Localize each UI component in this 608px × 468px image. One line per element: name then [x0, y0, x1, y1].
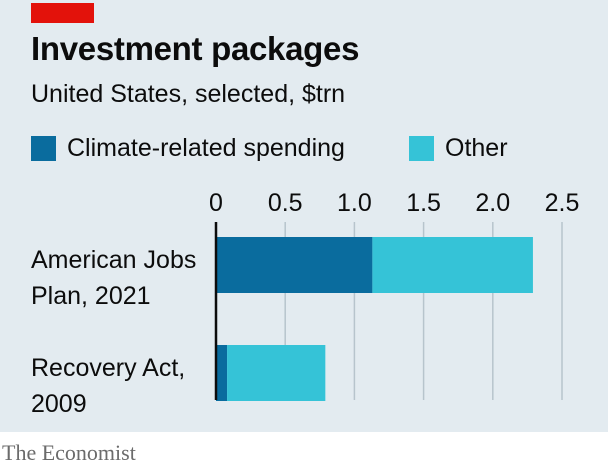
chart-subtitle: United States, selected, $trn — [31, 80, 346, 108]
x-tick-label-1: 0.5 — [268, 189, 303, 217]
bar-1-1 — [227, 345, 326, 401]
legend-swatch-climate — [31, 135, 56, 161]
bar-0-0 — [216, 237, 373, 293]
legend-item-other: Other — [409, 133, 508, 163]
category-label-0: American Jobs Plan, 2021 — [31, 246, 196, 310]
brand-red-tag — [31, 3, 94, 23]
legend-label-other: Other — [445, 133, 508, 162]
bar-0-1 — [372, 237, 533, 293]
legend-item-climate: Climate-related spending — [31, 133, 345, 163]
legend-label-climate: Climate-related spending — [67, 133, 345, 162]
category-label-1: Recovery Act, 2009 — [31, 354, 185, 418]
x-tick-label-3: 1.5 — [406, 189, 441, 217]
x-tick-label-4: 2.0 — [475, 189, 510, 217]
bar-chart: 0 0.5 1.0 1.5 2.0 2.5 American Jobs Plan, 2021 R… — [31, 189, 580, 418]
x-tick-label-5: 2.5 — [545, 189, 580, 217]
bar-1-0 — [216, 345, 228, 401]
legend-swatch-other — [409, 135, 434, 161]
x-tick-label-0: 0 — [209, 189, 223, 217]
chart-title: Investment packages — [31, 30, 360, 67]
x-tick-label-2: 1.0 — [337, 189, 372, 217]
source-credit: The Economist — [2, 440, 136, 465]
